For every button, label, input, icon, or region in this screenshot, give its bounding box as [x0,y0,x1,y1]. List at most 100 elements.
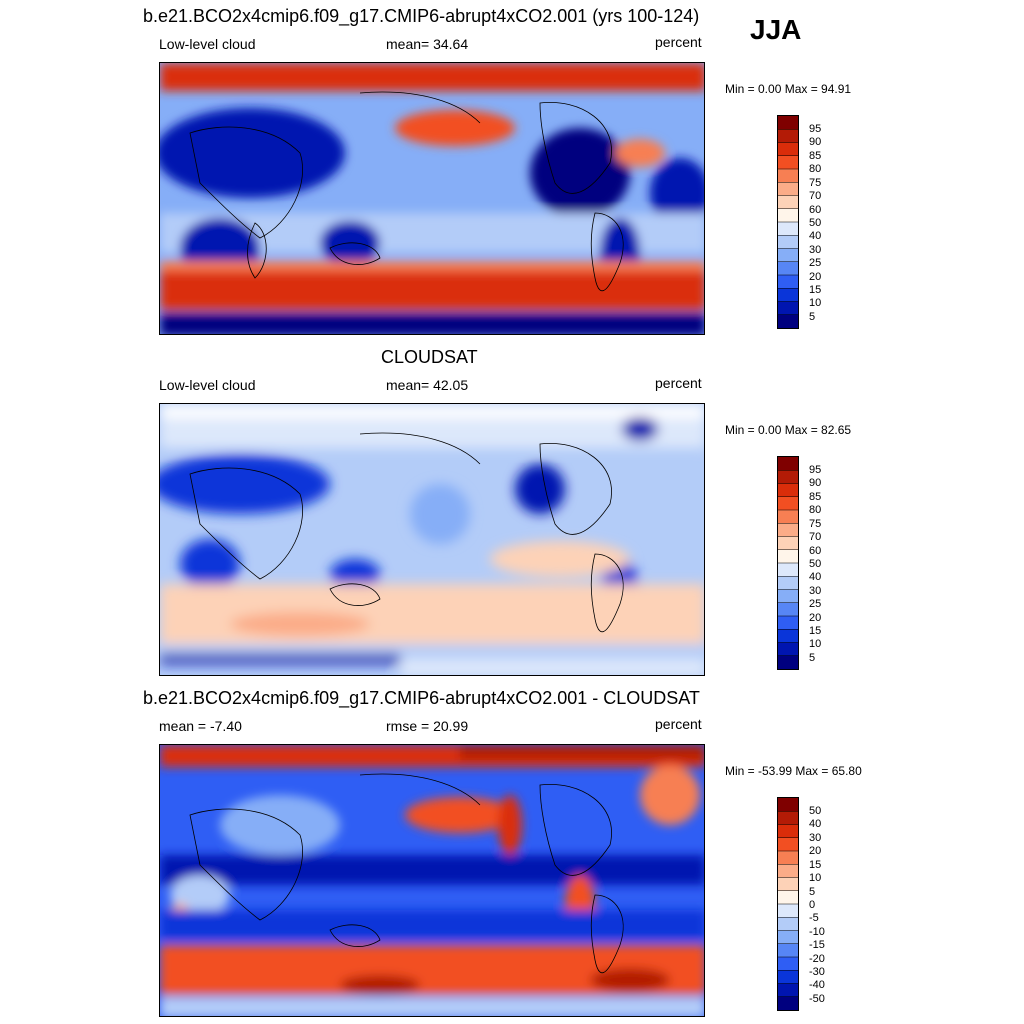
colorbar-swatch [778,983,798,998]
colorbar-swatch [778,222,798,236]
panel-1-colorbar-label: 30 [809,244,822,256]
panel-1-colorbar-label: 70 [809,190,822,202]
colorbar-swatch [778,248,798,263]
colorbar-swatch [778,629,798,643]
colorbar-swatch [778,957,798,971]
colorbar-swatch [778,301,798,316]
panel-1-title: b.e21.BCO2x4cmip6.f09_g17.CMIP6-abrupt4x… [143,6,700,26]
colorbar-swatch [778,996,798,1011]
colorbar-swatch [778,155,798,170]
colorbar-swatch [778,275,798,289]
colorbar-swatch [778,602,798,617]
panel-1-map [159,62,705,335]
colorbar-swatch [778,470,798,484]
panel-1-colorbar-label: 10 [809,297,822,309]
panel-3-colorbar-label: 10 [809,872,822,884]
panel-2-colorbar-label: 85 [809,491,822,503]
panel-1-colorbar-label: 80 [809,163,822,175]
panel-2-colorbar-label: 80 [809,504,822,516]
colorbar-swatch [778,536,798,551]
panel-3-colorbar-label: 5 [809,886,816,898]
panel-2-units-label: percent [655,375,702,391]
panel-2-colorbar-label: 40 [809,571,822,583]
panel-2-colorbar-label: 60 [809,545,822,557]
panel-2-colorbar-label: 70 [809,531,822,543]
colorbar-swatch [778,589,798,604]
panel-2-minmax: Min = 0.00 Max = 82.65 [725,423,852,437]
colorbar-swatch [778,208,798,223]
panel-1-colorbar-label: 60 [809,204,822,216]
panel-1-colorbar-label: 50 [809,217,822,229]
panel-3-colorbar-label: 50 [809,805,822,817]
panel-2-colorbar-label: 5 [809,652,816,664]
panel-3-colorbar-label: 40 [809,818,822,830]
panel-2-colorbar-label: 10 [809,638,822,650]
colorbar-swatch [778,182,798,196]
colorbar-swatch [778,129,798,143]
panel-2-colorbar-label: 95 [809,464,822,476]
colorbar-swatch [778,142,798,157]
panel-1-colorbar-label: 40 [809,230,822,242]
panel-3-colorbar-label: 0 [809,899,816,911]
colorbar-swatch [778,851,798,865]
colorbar-swatch [778,457,798,471]
colorbar-swatch [778,563,798,577]
colorbar-swatch [778,970,798,984]
colorbar-swatch [778,523,798,537]
colorbar-swatch [778,169,798,183]
panel-3-rmse-label: rmse = 20.99 [386,718,469,734]
colorbar-swatch [778,943,798,958]
colorbar-swatch [778,811,798,825]
panel-1-colorbar-label: 85 [809,150,822,162]
colorbar-swatch [778,904,798,918]
colorbar-swatch [778,195,798,210]
panel-2-colorbar-label: 75 [809,518,822,530]
panel-3-mean-label: mean = -7.40 [159,718,242,734]
panel-3-colorbar-label: -5 [809,912,819,924]
colorbar-swatch [778,824,798,839]
colorbar-swatch [778,510,798,524]
panel-3-colorbar-swatches [777,797,799,1011]
colorbar-swatch [778,576,798,590]
panel-2-mean-label: mean= 42.05 [386,377,469,393]
colorbar-swatch [778,496,798,511]
panel-1-colorbar-swatches [777,115,799,329]
colorbar-swatch [778,890,798,905]
panel-3-colorbar-label: -10 [809,926,825,938]
colorbar-swatch [778,314,798,329]
colorbar-swatch [778,116,798,130]
panel-1-colorbar-label: 5 [809,311,816,323]
panel-2-title: CLOUDSAT [381,347,478,367]
panel-3-colorbar-label: -20 [809,953,825,965]
colorbar-swatch [778,549,798,564]
colorbar-swatch [778,864,798,878]
season-label: JJA [750,14,802,45]
colorbar-swatch [778,642,798,657]
panel-1-colorbar-label: 90 [809,136,822,148]
colorbar-swatch [778,616,798,630]
panel-2-colorbar-label: 20 [809,612,822,624]
panel-3-minmax: Min = -53.99 Max = 65.80 [725,764,862,778]
panel-2-colorbar-swatches [777,456,799,670]
panel-3-title: b.e21.BCO2x4cmip6.f09_g17.CMIP6-abrupt4x… [143,688,700,708]
panel-3-colorbar-label: -15 [809,939,825,951]
colorbar-swatch [778,798,798,812]
colorbar-swatch [778,655,798,670]
panel-1-variable-label: Low-level cloud [159,36,256,52]
colorbar-swatch [778,877,798,892]
panel-2-variable-label: Low-level cloud [159,377,256,393]
panel-3-colorbar-label: -40 [809,979,825,991]
panel-1-units-label: percent [655,34,702,50]
panel-3-units-label: percent [655,716,702,732]
panel-1-mean-label: mean= 34.64 [386,36,469,52]
colorbar-swatch [778,261,798,276]
panel-1-colorbar-label: 20 [809,271,822,283]
panel-1-colorbar-label: 25 [809,257,822,269]
panel-3-colorbar-label: 30 [809,832,822,844]
panel-2-colorbar-label: 25 [809,598,822,610]
colorbar-swatch [778,930,798,945]
colorbar-swatch [778,235,798,249]
panel-3-colorbar-label: 15 [809,859,822,871]
panel-1-colorbar-label: 95 [809,123,822,135]
panel-2-map [159,403,705,676]
